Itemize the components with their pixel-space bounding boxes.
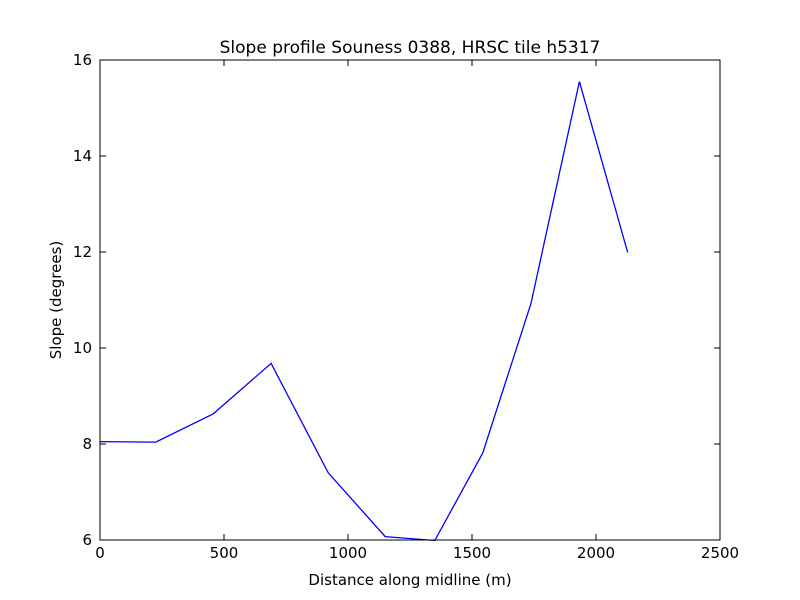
- x-tick-label: 2000: [577, 544, 615, 562]
- y-tick-label: 12: [73, 243, 92, 261]
- x-tick-label: 0: [95, 544, 105, 562]
- axes-frame: [99, 59, 721, 541]
- x-tick-label: 500: [210, 544, 239, 562]
- x-tick-label: 2500: [701, 544, 739, 562]
- x-axis-label: Distance along midline (m): [308, 571, 511, 589]
- plot-area: 0 500 1000 1500 2000 2500 6 8 10 12 14 16: [73, 51, 739, 562]
- y-tick-label: 8: [82, 435, 92, 453]
- series-line-0: [99, 81, 629, 542]
- y-tick-label: 16: [73, 51, 92, 69]
- y-tick-label: 14: [73, 147, 92, 165]
- y-tick-label: 6: [82, 531, 92, 549]
- y-tick-label: 10: [73, 339, 92, 357]
- chart-title: Slope profile Souness 0388, HRSC tile h5…: [220, 38, 601, 58]
- x-tick-label: 1500: [453, 544, 491, 562]
- y-axis-label: Slope (degrees): [47, 241, 65, 359]
- x-tick-label: 1000: [329, 544, 367, 562]
